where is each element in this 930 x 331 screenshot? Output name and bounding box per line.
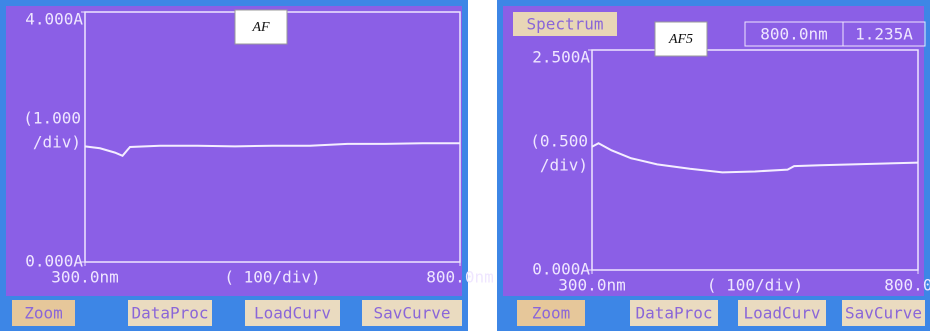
menu-button[interactable]: LoadCurv xyxy=(738,300,826,326)
button-label: Zoom xyxy=(532,304,571,323)
menu-button[interactable]: Zoom xyxy=(12,300,75,326)
button-label: DataProc xyxy=(131,304,208,323)
button-label: SavCurve xyxy=(373,304,450,323)
button-label: Zoom xyxy=(24,304,63,323)
y-scale-label: (0.500 xyxy=(530,132,588,151)
screens: 0.000A4.000A300.0nm800.0nm(1.000/div)( 1… xyxy=(0,0,930,331)
x-scale-label: ( 100/div) xyxy=(707,276,803,295)
y-scale-label: (1.000 xyxy=(23,109,81,128)
menu-button[interactable]: SavCurve xyxy=(842,300,925,326)
button-label: SavCurve xyxy=(845,304,922,323)
sample-label: AF5 xyxy=(668,32,693,47)
menu-button[interactable]: SavCurve xyxy=(362,300,462,326)
y-scale-label: /div) xyxy=(540,156,588,175)
button-label: LoadCurv xyxy=(254,304,331,323)
mode-label: Spectrum xyxy=(526,15,603,34)
sample-label: AF xyxy=(251,20,270,35)
x-tick-label: 300.0nm xyxy=(51,268,118,287)
menu-button[interactable]: LoadCurv xyxy=(245,300,340,326)
button-label: DataProc xyxy=(635,304,712,323)
y-scale-label: /div) xyxy=(33,133,81,152)
menu-button[interactable]: DataProc xyxy=(630,300,718,326)
x-scale-label: ( 100/div) xyxy=(224,268,320,287)
readout-value: 1.235A xyxy=(855,25,913,44)
y-tick-label: 2.500A xyxy=(532,48,590,67)
button-label: LoadCurv xyxy=(743,304,820,323)
x-tick-label: 300.0nm xyxy=(558,276,625,295)
readout-value: 800.0nm xyxy=(760,25,827,44)
menu-button[interactable]: DataProc xyxy=(128,300,212,326)
y-tick-label: 4.000A xyxy=(25,10,83,29)
x-tick-label: 800.0nm xyxy=(884,276,930,295)
x-tick-label: 800.0nm xyxy=(426,268,493,287)
menu-button[interactable]: Zoom xyxy=(517,300,585,326)
